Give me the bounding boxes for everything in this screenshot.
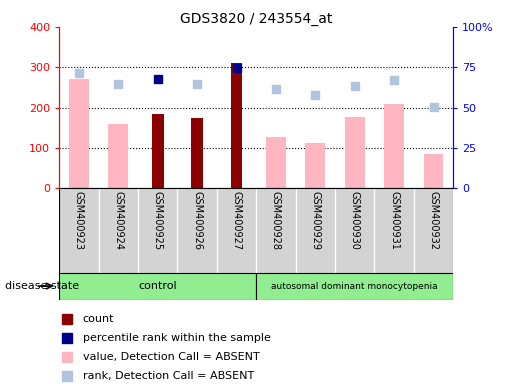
Text: GSM400930: GSM400930 <box>350 191 359 250</box>
Bar <box>191 118 203 188</box>
Text: GSM400925: GSM400925 <box>153 191 163 250</box>
Text: GSM400932: GSM400932 <box>428 191 438 250</box>
Text: GSM400929: GSM400929 <box>311 191 320 250</box>
Text: GSM400923: GSM400923 <box>74 191 84 250</box>
Text: GSM400928: GSM400928 <box>271 191 281 250</box>
Bar <box>256 273 453 300</box>
Bar <box>266 137 286 188</box>
Bar <box>59 273 256 300</box>
Text: rank, Detection Call = ABSENT: rank, Detection Call = ABSENT <box>83 371 254 381</box>
Bar <box>69 79 89 188</box>
Text: percentile rank within the sample: percentile rank within the sample <box>83 333 271 343</box>
Bar <box>152 114 164 188</box>
Bar <box>305 142 325 188</box>
Bar <box>109 124 128 188</box>
Text: disease state: disease state <box>5 281 79 291</box>
Text: GSM400931: GSM400931 <box>389 191 399 250</box>
Bar <box>384 104 404 188</box>
Title: GDS3820 / 243554_at: GDS3820 / 243554_at <box>180 12 332 26</box>
Text: GSM400927: GSM400927 <box>232 191 242 250</box>
Text: GSM400924: GSM400924 <box>113 191 123 250</box>
Text: GSM400926: GSM400926 <box>192 191 202 250</box>
Bar <box>345 117 365 188</box>
Text: count: count <box>83 314 114 324</box>
Bar <box>424 154 443 188</box>
Text: value, Detection Call = ABSENT: value, Detection Call = ABSENT <box>83 352 260 362</box>
Text: autosomal dominant monocytopenia: autosomal dominant monocytopenia <box>271 281 438 291</box>
Bar <box>231 63 243 188</box>
Text: control: control <box>139 281 177 291</box>
